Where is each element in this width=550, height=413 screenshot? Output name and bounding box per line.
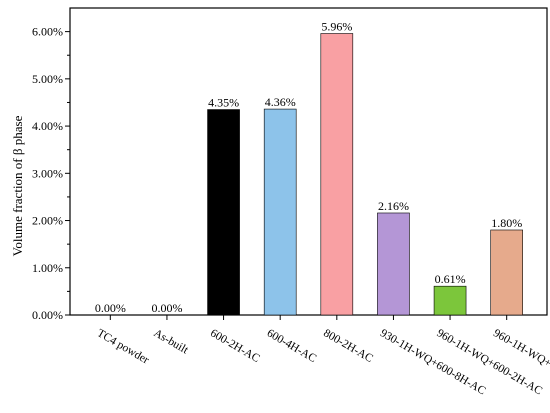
- x-tick-label: As-built: [151, 327, 190, 357]
- y-axis-label: Volume fraction of β phase: [10, 115, 25, 256]
- data-label: 0.00%: [151, 301, 182, 315]
- data-label: 2.16%: [378, 199, 409, 213]
- plot-frame: [69, 7, 548, 316]
- x-tick-label: 800-2H-AC: [321, 327, 375, 365]
- data-label: 1.80%: [491, 216, 522, 230]
- bar: [490, 229, 523, 316]
- bars: [207, 33, 523, 316]
- bar: [263, 108, 297, 316]
- bar: [320, 33, 354, 316]
- x-tick-label: 930-1H-WQ+600-8H-AC: [378, 327, 488, 397]
- bar: [433, 285, 467, 316]
- data-label: 0.00%: [95, 301, 126, 315]
- y-tick-label: 0.00%: [32, 308, 63, 322]
- data-label: 0.61%: [435, 272, 466, 286]
- data-label: 4.35%: [208, 96, 239, 110]
- x-tick-label: 600-4H-AC: [265, 327, 319, 365]
- y-tick-label: 5.00%: [32, 72, 63, 86]
- x-tick-label: TC4 powder: [95, 327, 151, 366]
- x-tick-label: 960-1H-WQ+600-2H-AC: [435, 327, 545, 397]
- data-labels: 0.00% 0.00% 4.35% 4.36% 5.96% 2.16% 0.61% 1.80%: [95, 20, 522, 315]
- y-tick-label: 2.00%: [32, 214, 63, 228]
- y-tick-label: 1.00%: [32, 261, 63, 275]
- data-label: 4.36%: [265, 95, 296, 109]
- bar: [207, 109, 240, 316]
- data-label: 5.96%: [321, 20, 352, 34]
- y-tick-label: 3.00%: [32, 166, 63, 180]
- bar: [377, 212, 410, 316]
- y-tick-label: 4.00%: [32, 119, 63, 133]
- y-tick-label: 6.00%: [32, 25, 63, 39]
- x-tick-label: 600-2H-AC: [208, 327, 262, 365]
